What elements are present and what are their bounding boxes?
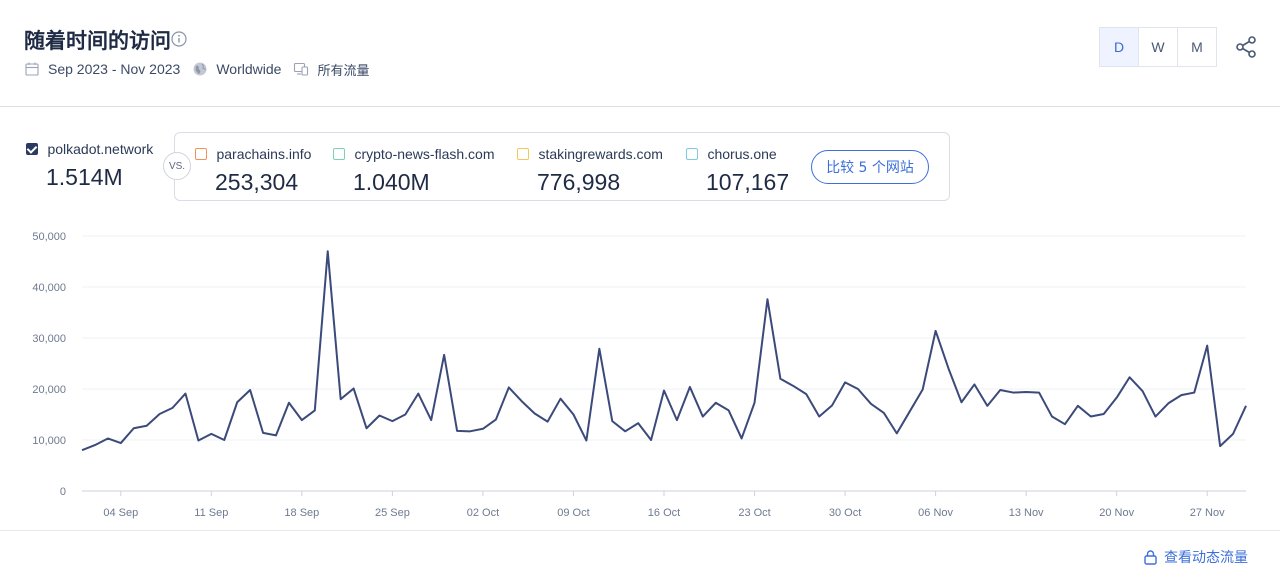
- x-tick-label: 18 Sep: [284, 507, 319, 519]
- calendar-icon: [25, 62, 39, 76]
- y-tick-label: 10,000: [32, 435, 66, 447]
- competitor-name: chorus.one: [707, 145, 777, 162]
- y-tick-label: 30,000: [32, 333, 66, 345]
- x-tick-label: 25 Sep: [375, 507, 410, 519]
- y-tick-label: 40,000: [32, 282, 66, 294]
- x-tick-label: 02 Oct: [467, 507, 499, 519]
- competitor-value: 1.040M: [353, 169, 430, 195]
- x-tick-label: 30 Oct: [829, 507, 861, 519]
- x-tick-label: 20 Nov: [1099, 507, 1134, 519]
- region[interactable]: Worldwide: [216, 61, 282, 77]
- globe-icon: [193, 62, 207, 76]
- header-divider: [0, 106, 1280, 107]
- granularity-week[interactable]: W: [1139, 28, 1178, 66]
- compare-sites-button[interactable]: 比较 5 个网站: [811, 150, 929, 184]
- filter-meta: Sep 2023 - Nov 2023 Worldwide 所有流量: [24, 59, 381, 79]
- main-site: polkadot.network 1.514M: [26, 140, 153, 191]
- vs-badge: VS.: [163, 152, 191, 180]
- share-icon[interactable]: [1234, 35, 1258, 59]
- granularity-month[interactable]: M: [1178, 28, 1217, 66]
- footer-divider: [0, 530, 1280, 531]
- competitor-site: parachains.info 253,304: [195, 145, 311, 196]
- dynamic-traffic-link[interactable]: 查看动态流量: [1144, 547, 1248, 567]
- info-icon[interactable]: [171, 31, 187, 47]
- page-title: 随着时间的访问: [24, 29, 171, 53]
- competitor-checkbox[interactable]: [686, 147, 698, 160]
- y-tick-label: 50,000: [32, 231, 66, 243]
- competitor-site: crypto-news-flash.com 1.040M: [333, 145, 495, 196]
- dynamic-traffic-label: 查看动态流量: [1164, 550, 1248, 566]
- competitor-name: stakingrewards.com: [538, 145, 663, 162]
- granularity-toggle: D W M: [1099, 27, 1217, 67]
- competitor-name: parachains.info: [216, 145, 312, 162]
- devices-icon: [294, 62, 309, 76]
- main-site-name: polkadot.network: [47, 140, 154, 157]
- series-line: [81, 250, 1247, 452]
- x-tick-label: 04 Sep: [103, 507, 138, 519]
- y-tick-label: 0: [60, 486, 66, 498]
- x-tick-label: 16 Oct: [648, 507, 680, 519]
- competitor-site: chorus.one 107,167: [686, 145, 789, 196]
- x-tick-label: 06 Nov: [918, 507, 953, 519]
- lock-icon: [1144, 549, 1157, 565]
- x-tick-label: 11 Sep: [194, 507, 228, 519]
- x-tick-label: 27 Nov: [1190, 507, 1225, 519]
- x-tick-label: 13 Nov: [1009, 507, 1044, 519]
- competitor-site: stakingrewards.com 776,998: [517, 145, 663, 196]
- competitor-value: 253,304: [215, 169, 299, 195]
- competitor-checkbox[interactable]: [517, 147, 529, 160]
- traffic-line-chart: 0 10,000 20,000 30,000 40,000 50,000 04 Sep 11 …: [32, 231, 1247, 519]
- competitor-value: 776,998: [537, 169, 621, 195]
- main-site-checkbox[interactable]: [26, 142, 38, 155]
- x-tick-label: 23 Oct: [738, 507, 770, 519]
- competitor-checkbox[interactable]: [333, 147, 345, 160]
- x-tick-label: 09 Oct: [557, 507, 589, 519]
- competitor-value: 107,167: [706, 169, 790, 195]
- competitor-name: crypto-news-flash.com: [354, 145, 495, 162]
- granularity-day[interactable]: D: [1100, 28, 1139, 66]
- traffic-type[interactable]: 所有流量: [317, 63, 370, 79]
- competitor-checkbox[interactable]: [195, 147, 207, 160]
- date-range[interactable]: Sep 2023 - Nov 2023: [48, 61, 181, 77]
- main-site-value: 1.514M: [46, 164, 123, 190]
- y-tick-label: 20,000: [32, 384, 66, 396]
